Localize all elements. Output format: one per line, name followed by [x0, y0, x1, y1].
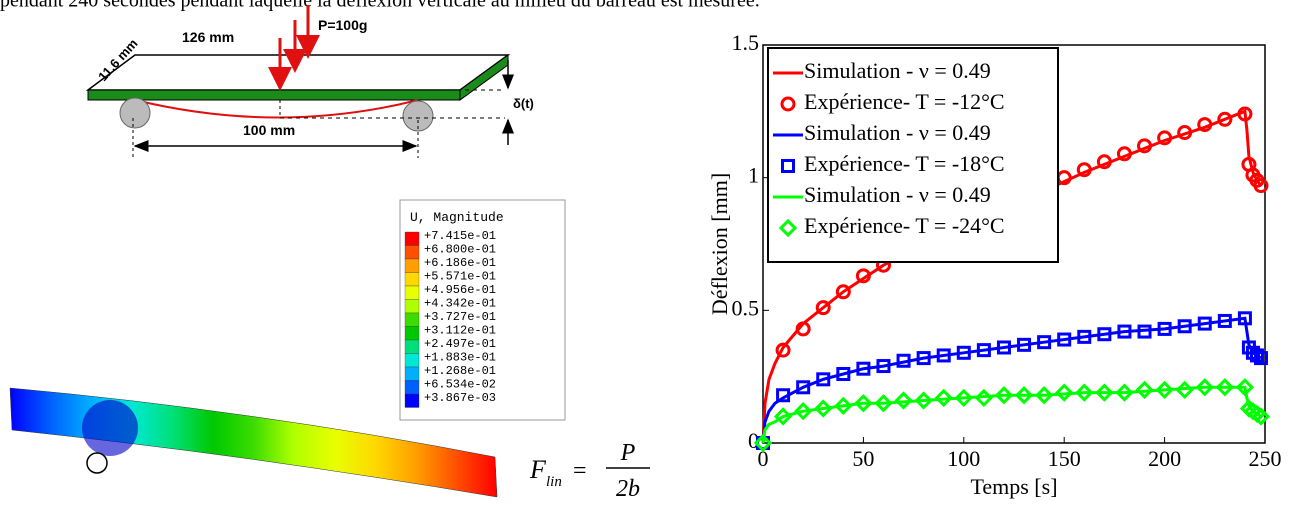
legend-label: Expérience- T = -24°C [804, 213, 1005, 238]
y-tick-label: 0.5 [732, 295, 760, 320]
contour-label: +5.571e-01 [424, 270, 496, 284]
legend-label: Simulation - ν = 0.49 [804, 182, 991, 207]
contour-label: +6.800e-01 [424, 243, 496, 257]
contour-swatch [405, 340, 419, 354]
setup-diagram: 126 mm 11.6 mm P=100g δ(t) 100 mm [88, 5, 534, 158]
contour-swatch [405, 246, 419, 260]
support [120, 98, 150, 128]
contour-swatch [405, 367, 419, 381]
contour-swatch [405, 259, 419, 273]
x-tick-label: 250 [1249, 446, 1282, 471]
contour-swatch [405, 394, 419, 408]
legend-label: Expérience- T = -12°C [804, 89, 1005, 114]
formula-numerator: P [620, 440, 636, 466]
contour-label: +6.534e-02 [424, 378, 496, 392]
beam-front [88, 90, 460, 100]
formula-subscript: lin [546, 474, 562, 490]
contour-swatch [405, 273, 419, 287]
figure: pendant 240 secondes pendant laquelle la… [0, 0, 1303, 506]
span-label: 100 mm [243, 122, 295, 138]
contour-swatch [405, 232, 419, 246]
contour-label: +4.342e-01 [424, 297, 496, 311]
y-axis-label: Déflexion [mm] [707, 173, 732, 315]
contour-label: +1.268e-01 [424, 364, 496, 378]
contour-label: +7.415e-01 [424, 229, 496, 243]
formula-denominator: 2b [616, 476, 640, 502]
formula-equals: = [573, 458, 587, 484]
contour-swatch [405, 313, 419, 327]
y-tick-label: 1 [748, 163, 759, 188]
beam-top [88, 55, 508, 90]
x-tick-label: 200 [1148, 446, 1181, 471]
contour-label: +4.956e-01 [424, 283, 496, 297]
contour-swatch [405, 354, 419, 368]
contour-label: +3.727e-01 [424, 310, 496, 324]
caption: pendant 240 secondes pendant laquelle la… [0, 0, 760, 12]
x-tick-label: 50 [852, 446, 874, 471]
contact-zone [82, 400, 138, 456]
formula-lhs: F [529, 455, 547, 484]
length-label: 126 mm [182, 29, 234, 45]
load-label: P=100g [318, 17, 367, 33]
contour-swatch [405, 327, 419, 341]
legend-label: Simulation - ν = 0.49 [804, 58, 991, 83]
x-tick-label: 100 [947, 446, 980, 471]
contour-label: +3.867e-03 [424, 391, 496, 405]
legend-label: Simulation - ν = 0.49 [804, 120, 991, 145]
x-axis-label: Temps [s] [970, 474, 1057, 499]
contour-swatch [405, 286, 419, 300]
contour-legend-title: U, Magnitude [410, 210, 504, 225]
contour-label: +3.112e-01 [424, 324, 496, 338]
contour-label: +6.186e-01 [424, 256, 496, 270]
contour-swatch [405, 300, 419, 314]
deflection-label: δ(t) [513, 96, 534, 111]
contour-label: +1.883e-01 [424, 351, 496, 365]
contour-swatch [405, 381, 419, 395]
support [87, 453, 107, 473]
y-tick-label: 1.5 [732, 30, 760, 55]
formula: F lin = P 2b [529, 440, 650, 502]
x-tick-label: 150 [1048, 446, 1081, 471]
contour-label: +2.497e-01 [424, 337, 496, 351]
deflected-shape [135, 100, 418, 118]
legend-label: Expérience- T = -18°C [804, 151, 1005, 176]
fe-result: U, Magnitude +7.415e-01+6.800e-01+6.186e… [10, 200, 565, 497]
